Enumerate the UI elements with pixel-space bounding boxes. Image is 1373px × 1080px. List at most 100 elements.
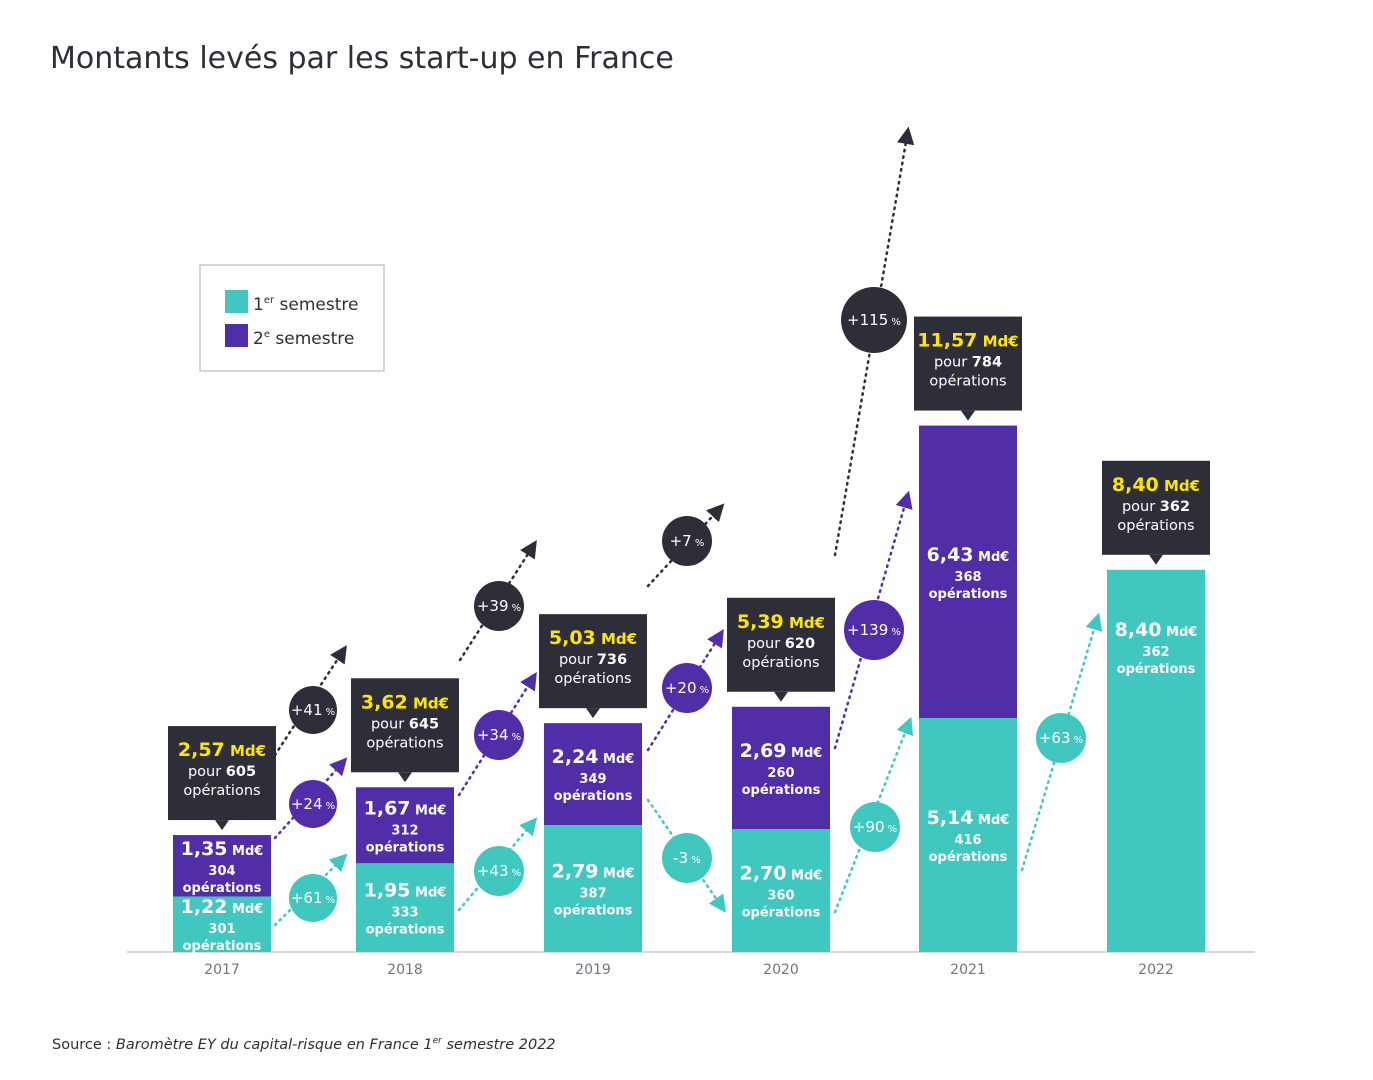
chart-title: Montants levés par les start-up en Franc… — [50, 41, 674, 76]
total-callout-2022: 8,40 Md€ pour 362 opérations — [1102, 460, 1210, 565]
total-callout-2018: 3,62 Md€ pour 645 opérations — [351, 678, 459, 783]
callout-total-value: 5,03 Md€ — [549, 627, 637, 649]
bar-s1-2017-value-label: 1,22 Md€ — [181, 896, 264, 918]
s2-growth-bubble-3: +139 % — [844, 600, 904, 660]
callout-total-value: 8,40 Md€ — [1112, 474, 1200, 496]
callout-operations: pour 362 — [1122, 499, 1190, 515]
bar-s2-2021 — [919, 425, 1017, 719]
bar-s2-2019-operations-word: opérations — [554, 789, 633, 804]
total-growth-bubble-1: +39 % — [474, 581, 524, 631]
legend-label-2: 2e semestre — [253, 329, 354, 349]
callout-pointer — [774, 691, 788, 702]
bar-s1-2021-operations-count: 416 — [954, 833, 981, 848]
legend-frame — [199, 264, 385, 372]
bar-s2-2020 — [732, 706, 830, 830]
s2-growth-bubble-0: +24 % — [289, 780, 337, 828]
growth-bubble-label: +115 % — [847, 311, 901, 329]
growth-bubble-label: +20 % — [665, 679, 709, 697]
callout-operations: pour 736 — [559, 652, 627, 668]
growth-bubble-label: +24 % — [291, 795, 335, 813]
legend-swatch-2 — [225, 324, 248, 347]
bar-s1-2018-value-label: 1,95 Md€ — [364, 880, 447, 902]
bar-s2-2021-operations-word: opérations — [929, 587, 1008, 602]
x-tick-2022: 2022 — [1138, 962, 1174, 978]
growth-bubble-label: +90 % — [853, 818, 897, 836]
s2-growth-bubble-2: +20 % — [662, 663, 712, 713]
growth-bubble-circle — [474, 846, 524, 896]
callout-box — [1102, 460, 1210, 555]
callout-box — [914, 316, 1022, 411]
bar-s1-2022 — [1107, 569, 1205, 952]
s2-growth-bubble-1: +34 % — [474, 710, 524, 760]
growth-bubble-label: +7 % — [670, 532, 705, 550]
total-growth-bubble-2: +7 % — [662, 516, 712, 566]
bar-s2-2017-operations-count: 304 — [208, 864, 235, 879]
total-growth-arrow-1 — [458, 540, 537, 662]
total-growth-bubble-3: +115 % — [841, 287, 907, 353]
bar-s1-2019-value-label: 2,79 Md€ — [552, 861, 635, 883]
growth-bubble-label: +34 % — [477, 726, 521, 744]
callout-operations-word: opérations — [366, 735, 443, 751]
growth-bubble-circle — [289, 686, 337, 734]
callout-total-value: 11,57 Md€ — [917, 330, 1018, 352]
bar-s2-2017 — [173, 835, 271, 897]
bar-s2-2021-value-label: 6,43 Md€ — [927, 544, 1010, 566]
s1-growth-bubble-4: +63 % — [1036, 713, 1086, 763]
x-tick-2019: 2019 — [575, 962, 611, 978]
bar-s1-2018-operations-word: opérations — [366, 923, 445, 938]
bar-s1-2021-value-label: 5,14 Md€ — [927, 807, 1010, 829]
bar-s1-2018 — [356, 863, 454, 952]
bar-s1-2021 — [919, 718, 1017, 952]
bar-s1-2019-operations-word: opérations — [554, 904, 633, 919]
growth-bubble-label: +43 % — [477, 862, 521, 880]
growth-bubble-circle — [844, 600, 904, 660]
x-tick-2018: 2018 — [387, 962, 423, 978]
bar-s1-2021-operations-word: opérations — [929, 850, 1008, 865]
bar-s2-2019 — [544, 723, 642, 826]
callout-pointer — [215, 820, 229, 831]
callout-operations-word: opérations — [742, 655, 819, 671]
callout-box — [727, 597, 835, 692]
bar-s2-2018-operations-count: 312 — [391, 823, 418, 838]
total-callout-2019: 5,03 Md€ pour 736 opérations — [539, 614, 647, 719]
callout-total-value: 2,57 Md€ — [178, 739, 266, 761]
s1-growth-bubble-3: +90 % — [850, 802, 900, 852]
bar-s1-2017-operations-word: opérations — [183, 939, 262, 954]
callout-total-value: 3,62 Md€ — [361, 691, 449, 713]
bar-s1-2020-value-label: 2,70 Md€ — [740, 863, 823, 885]
bar-s2-2017-value-label: 1,35 Md€ — [181, 838, 264, 860]
legend: 1er semestre 2e semestre — [199, 264, 385, 372]
s2-growth-arrow-2 — [646, 629, 724, 752]
bar-s1-2020-operations-word: opérations — [742, 906, 821, 921]
bar-s2-2020-operations-count: 260 — [767, 766, 794, 781]
s1-growth-bubble-1: +43 % — [474, 846, 524, 896]
bar-s2-2020-value-label: 2,69 Md€ — [740, 740, 823, 762]
callout-pointer — [398, 772, 412, 783]
x-tick-labels: 2017 2018 2019 2020 2021 2022 — [204, 962, 1174, 978]
growth-bubble-label: +39 % — [477, 597, 521, 615]
callout-operations-word: opérations — [1117, 518, 1194, 534]
growth-bubble-circle — [1036, 713, 1086, 763]
bar-s1-2020-operations-count: 360 — [767, 889, 794, 904]
bar-s1-2017-operations-count: 301 — [208, 922, 235, 937]
bar-s2-2017-operations-word: opérations — [183, 881, 262, 896]
callout-box — [539, 614, 647, 709]
growth-bubble-circle — [474, 581, 524, 631]
growth-bubble-circle — [662, 516, 712, 566]
bar-s2-2020-operations-word: opérations — [742, 783, 821, 798]
growth-bubble-label: +41 % — [291, 701, 335, 719]
s1-growth-bubble-0: +61 % — [289, 874, 337, 922]
s1-growth-bubble-2: -3 % — [662, 833, 712, 883]
growth-bubble-circle — [662, 663, 712, 713]
callout-operations-word: opérations — [554, 671, 631, 687]
bar-s2-2019-value-label: 2,24 Md€ — [552, 746, 635, 768]
bar-s1-2019 — [544, 825, 642, 952]
callout-operations: pour 620 — [747, 636, 815, 652]
callout-operations: pour 784 — [934, 355, 1002, 371]
x-tick-2020: 2020 — [763, 962, 799, 978]
bar-s1-2022-value-label: 8,40 Md€ — [1115, 619, 1198, 641]
bar-s2-2021-operations-count: 368 — [954, 570, 981, 585]
growth-bubble-label: +61 % — [291, 889, 335, 907]
bar-s1-2018-operations-count: 333 — [391, 906, 418, 921]
